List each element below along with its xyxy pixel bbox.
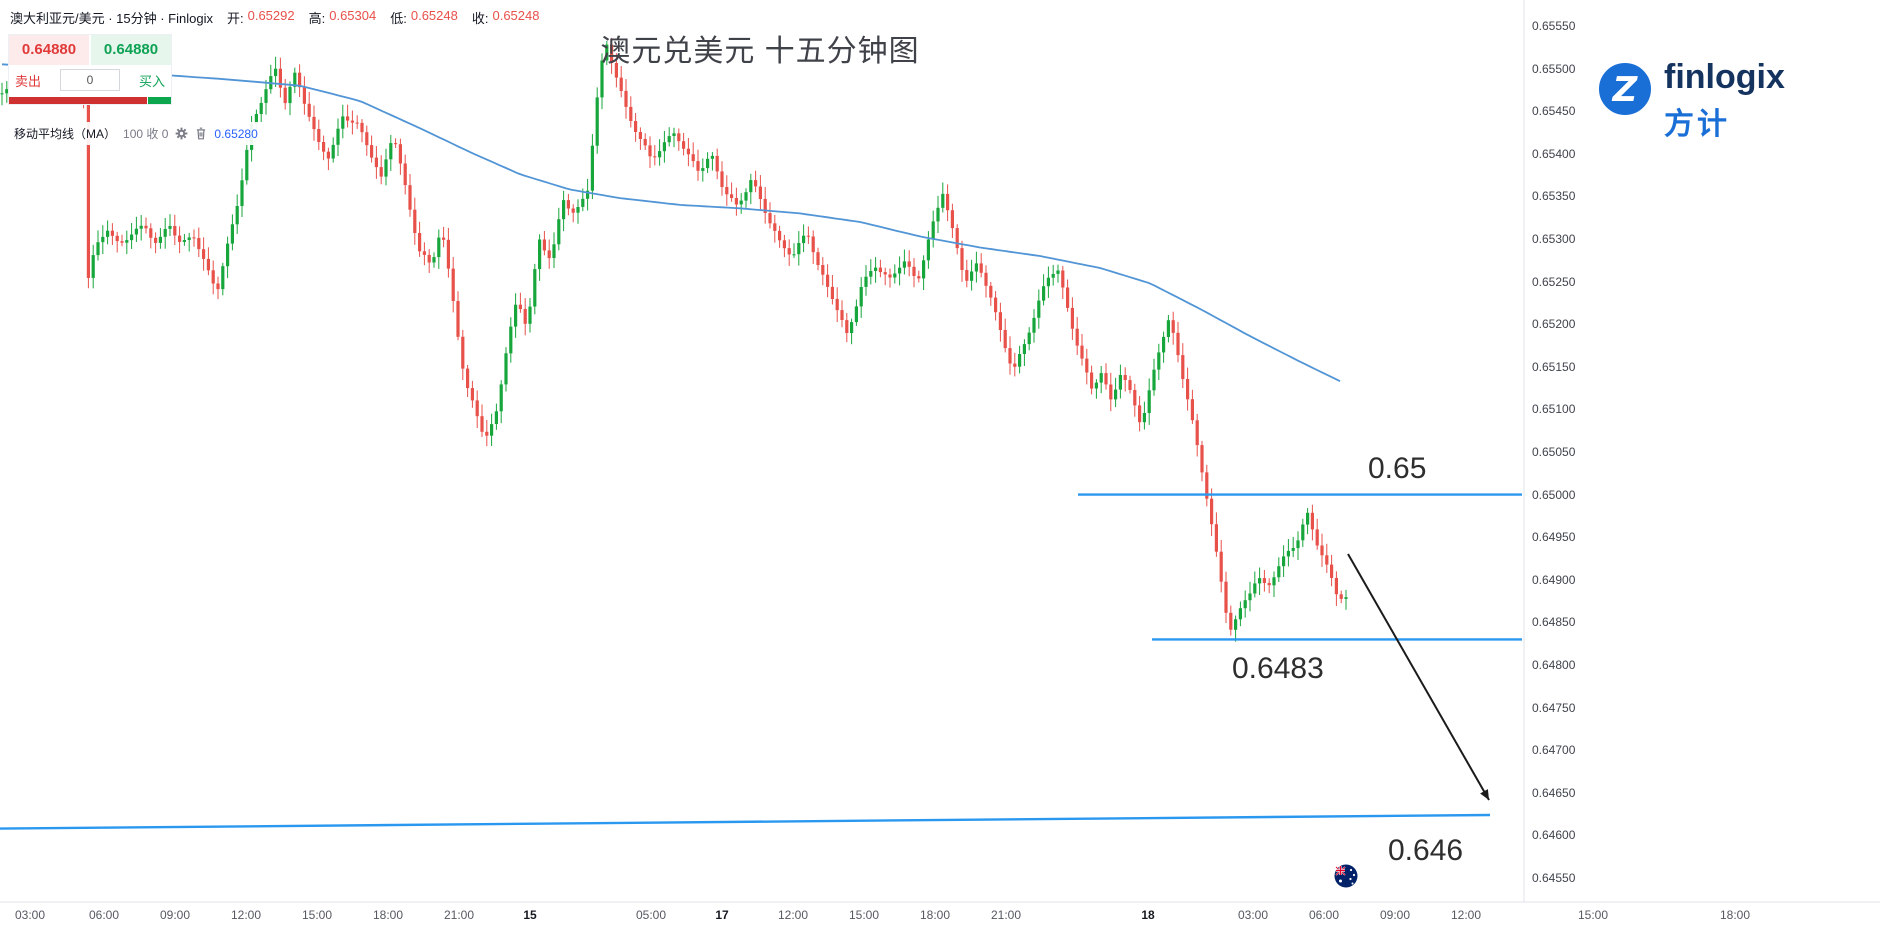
x-axis-label: 06:00 [1308, 908, 1340, 922]
ohlc-low: 低: 0.65248 [390, 8, 458, 26]
y-axis-label: 0.64950 [1532, 530, 1576, 544]
y-axis-label: 0.64850 [1532, 615, 1576, 629]
trash-icon[interactable] [195, 127, 207, 140]
x-axis-label: 15:00 [301, 908, 333, 922]
sell-price-button[interactable]: 0.64880 [9, 35, 89, 65]
ohlc-open: 开: 0.65292 [226, 8, 295, 26]
finlogix-brand-text: finlogix [1664, 58, 1785, 96]
ma-line [1, 63, 1341, 383]
y-axis-label: 0.64700 [1532, 743, 1576, 757]
x-axis-label: 03:00 [1237, 908, 1269, 922]
finlogix-logo-icon: Z [1596, 60, 1654, 123]
svg-text:Z: Z [1612, 70, 1639, 110]
australia-flag-icon [1334, 864, 1358, 893]
y-axis-label: 0.65000 [1532, 488, 1576, 502]
x-axis-label: 12:00 [230, 908, 262, 922]
y-axis-label: 0.65250 [1532, 275, 1576, 289]
x-axis-label: 03:00 [14, 908, 46, 922]
buy-label: 买入 [138, 73, 165, 89]
gear-icon[interactable] [175, 127, 188, 140]
x-axis-label: 06:00 [88, 908, 120, 922]
x-axis-label: 15:00 [848, 908, 880, 922]
level-label-0646[interactable]: 0.646 [1388, 834, 1464, 867]
arrow-annotation[interactable] [1347, 553, 1490, 801]
x-axis-label: 09:00 [1379, 908, 1411, 922]
y-axis-label: 0.65200 [1532, 317, 1576, 331]
candlesticks [0, 37, 1348, 642]
y-axis-label: 0.64900 [1532, 573, 1576, 587]
indicator-params: 100 收 0 [123, 127, 169, 141]
x-axis-label: 18 [1141, 908, 1155, 922]
trade-widget: 0.64880 0.64880 卖出 买入 [8, 34, 172, 105]
y-axis-label: 0.65100 [1532, 402, 1576, 416]
x-axis-label: 05:00 [635, 908, 667, 922]
y-axis-label: 0.65400 [1532, 147, 1576, 161]
x-axis-label: 21:00 [990, 908, 1022, 922]
symbol-info-bar[interactable]: 澳大利亚元/美元 · 15分钟 · Finlogix 开: 0.65292 高: 0… [10, 8, 539, 27]
x-axis-label: 18:00 [1719, 908, 1751, 922]
y-axis-label: 0.64550 [1532, 871, 1576, 885]
y-axis-label: 0.64750 [1532, 701, 1576, 715]
y-axis-label: 0.64650 [1532, 786, 1576, 800]
quantity-input[interactable] [60, 69, 120, 91]
x-axis-label: 15:00 [1577, 908, 1609, 922]
y-axis-label: 0.64600 [1532, 828, 1576, 842]
y-axis-label: 0.65450 [1532, 104, 1576, 118]
buy-price-button[interactable]: 0.64880 [91, 35, 171, 65]
sentiment-bar [9, 97, 171, 104]
ohlc-high: 高: 0.65304 [308, 8, 377, 26]
symbol-title: 澳大利亚元/美元 · 15分钟 · Finlogix [10, 11, 213, 26]
level-label-06483[interactable]: 0.6483 [1232, 652, 1324, 685]
indicator-name: 移动平均线（MA） [14, 127, 117, 141]
sentiment-buy-bar [147, 97, 171, 104]
page-title: 澳元兑美元 十五分钟图 [600, 35, 920, 68]
indicator-row[interactable]: 移动平均线（MA） 100 收 0 0.65280 [8, 122, 264, 145]
sell-label: 卖出 [15, 73, 42, 89]
x-axis-label: 18:00 [372, 908, 404, 922]
y-axis-label: 0.65150 [1532, 360, 1576, 374]
x-axis-label: 12:00 [777, 908, 809, 922]
trend-line[interactable] [0, 813, 1491, 830]
x-axis-label: 18:00 [919, 908, 951, 922]
x-axis-label: 21:00 [443, 908, 475, 922]
level-label-065[interactable]: 0.65 [1368, 452, 1427, 485]
arrow-head [1480, 789, 1489, 800]
x-axis-label: 12:00 [1450, 908, 1482, 922]
y-axis-label: 0.65350 [1532, 189, 1576, 203]
finlogix-logo: Z finlogix 方计 [1596, 60, 1785, 143]
y-axis-label: 0.65550 [1532, 19, 1576, 33]
ohlc-close: 收: 0.65248 [471, 8, 540, 26]
y-axis-label: 0.64800 [1532, 658, 1576, 672]
sentiment-sell-bar [9, 97, 147, 104]
x-axis-label: 17 [715, 908, 729, 922]
x-axis-label: 15 [523, 908, 537, 922]
finlogix-brand-cn: 方计 [1664, 108, 1730, 141]
y-axis-label: 0.65300 [1532, 232, 1576, 246]
y-axis-label: 0.65500 [1532, 62, 1576, 76]
x-axis-label: 09:00 [159, 908, 191, 922]
indicator-value: 0.65280 [214, 126, 258, 141]
y-axis-label: 0.65050 [1532, 445, 1576, 459]
